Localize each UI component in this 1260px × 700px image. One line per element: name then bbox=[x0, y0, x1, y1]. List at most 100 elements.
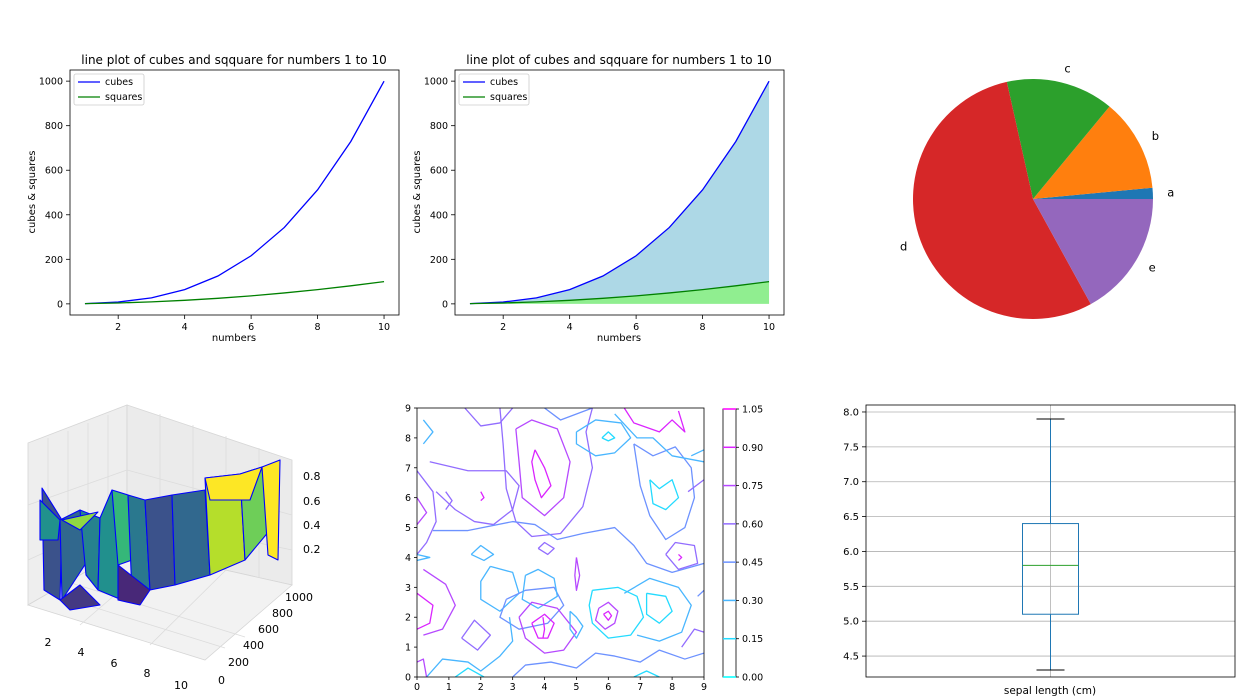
contour-line-10 bbox=[649, 479, 680, 511]
line-chart-1: line plot of cubes and sqquare for numbe… bbox=[27, 53, 400, 344]
c1-ytick-label-1: 200 bbox=[45, 255, 63, 266]
contour-ytick-label-6: 6 bbox=[405, 493, 411, 504]
chart1-plot-frame bbox=[69, 69, 400, 316]
contour-line-44 bbox=[461, 619, 491, 651]
pie-label-b: b bbox=[1152, 129, 1159, 143]
chart2-plot-frame bbox=[454, 69, 785, 316]
contour-line-9 bbox=[633, 443, 696, 541]
colorbar-label-3: 0.45 bbox=[742, 558, 763, 569]
colorbar-label-6: 0.90 bbox=[742, 443, 763, 454]
contour-line-13 bbox=[417, 497, 428, 525]
area-chart-2: line plot of cubes and sqquare for numbe… bbox=[412, 53, 785, 344]
contour-line-31 bbox=[542, 617, 546, 639]
c1-line-squares bbox=[84, 280, 385, 305]
contour-ytick-label-4: 4 bbox=[405, 553, 411, 564]
surface-ztick-3: 0.8 bbox=[303, 470, 321, 483]
c1-ytick-label-2: 400 bbox=[45, 210, 63, 221]
pie-slice-c bbox=[1006, 79, 1110, 199]
surface-polygons bbox=[39, 459, 281, 611]
pie-chart: a b c d e bbox=[900, 61, 1174, 320]
c2-line-cubes bbox=[469, 80, 770, 305]
contour-xtick-label-7: 7 bbox=[637, 682, 643, 693]
contour-ytick-label-2: 2 bbox=[405, 613, 411, 624]
c1-xtick-label-2: 6 bbox=[248, 322, 254, 333]
contour-xtick-label-0: 0 bbox=[414, 682, 420, 693]
colorbar-label-0: 0.00 bbox=[742, 673, 763, 684]
box-ytick-label-2: 5.5 bbox=[843, 582, 859, 593]
surface-ytick-800: 800 bbox=[272, 607, 293, 620]
contour-line-40 bbox=[512, 649, 704, 677]
surface-xtick-6: 6 bbox=[111, 657, 118, 670]
colorbar-label-1: 0.15 bbox=[742, 634, 763, 645]
contour-xtick-label-2: 2 bbox=[478, 682, 484, 693]
surface-xtick-4: 4 bbox=[78, 646, 85, 659]
contour-plot-frame bbox=[416, 407, 705, 678]
contour-line-12 bbox=[417, 470, 437, 555]
contour-line-17 bbox=[432, 520, 704, 574]
surface-ztick-0: 0.2 bbox=[303, 543, 321, 556]
c2-fill-cubes bbox=[469, 81, 770, 304]
surface-facet-12 bbox=[117, 564, 151, 606]
c2-xtick-label-3: 8 bbox=[700, 322, 706, 333]
contour-line-18 bbox=[417, 553, 431, 562]
chart1-ylabel: cubes & squares bbox=[27, 151, 38, 234]
surface-facet-7 bbox=[171, 489, 211, 586]
colorbar-label-2: 0.30 bbox=[742, 596, 763, 607]
chart2-legend: cubes squares bbox=[458, 73, 530, 106]
contour-line-43 bbox=[697, 589, 704, 597]
pie-slice-a bbox=[1033, 187, 1153, 199]
contour-ytick-label-8: 8 bbox=[405, 433, 411, 444]
contour-line-35 bbox=[603, 610, 613, 621]
pie-label-e: e bbox=[1149, 260, 1156, 274]
surface-facet-15 bbox=[61, 511, 99, 531]
contour-line-39 bbox=[454, 667, 485, 677]
contour-chart: 0 1 2 3 4 5 6 7 8 9 0 1 2 3 4 5 6 7 8 9 0.00 0.15 0.30 0.45 0.6… bbox=[405, 404, 763, 694]
contour-line-41 bbox=[633, 670, 660, 677]
surface-ytick-400: 400 bbox=[243, 639, 264, 652]
contour-line-2 bbox=[464, 408, 514, 427]
surface-xtick-10: 10 bbox=[174, 679, 188, 692]
contour-line-33 bbox=[588, 586, 645, 639]
contour-line-14 bbox=[445, 491, 453, 510]
surface-facet-13 bbox=[59, 584, 101, 611]
contour-line-20 bbox=[537, 541, 555, 556]
c1-xtick-label-3: 8 bbox=[315, 322, 321, 333]
surface-3d-chart: 2 4 6 8 10 0 200 400 600 800 1000 0.2 0.… bbox=[27, 404, 321, 692]
surface-facet-11 bbox=[204, 466, 263, 501]
surface-ytick-200: 200 bbox=[228, 656, 249, 669]
contour-line-4 bbox=[515, 419, 571, 517]
contour-line-24 bbox=[423, 568, 456, 636]
c1-line-cubes bbox=[84, 80, 385, 305]
c2-ytick-label-2: 400 bbox=[430, 210, 448, 221]
box-iqr bbox=[1022, 523, 1079, 615]
surface-ytick-600: 600 bbox=[258, 623, 279, 636]
c1-xtick-label-4: 10 bbox=[378, 322, 390, 333]
contour-line-27 bbox=[499, 586, 565, 630]
c1-ytick-label-4: 800 bbox=[45, 121, 63, 132]
chart2-legend-squares: squares bbox=[490, 92, 527, 103]
contour-line-1 bbox=[422, 419, 434, 445]
c2-fill-squares bbox=[469, 281, 770, 304]
c2-ytick-label-5: 1000 bbox=[424, 77, 448, 88]
c1-xtick-label-0: 2 bbox=[115, 322, 121, 333]
contour-xtick-label-3: 3 bbox=[510, 682, 516, 693]
contour-ytick-label-3: 3 bbox=[405, 583, 411, 594]
surface-ytick-1000: 1000 bbox=[285, 591, 313, 604]
contour-line-25 bbox=[417, 592, 434, 630]
surface-ticks: 2 4 6 8 10 0 200 400 600 800 1000 0.2 0.… bbox=[45, 470, 321, 692]
box-ytick-label-7: 8.0 bbox=[843, 407, 859, 418]
contour-line-6 bbox=[575, 419, 632, 457]
colorbar-label-4: 0.60 bbox=[742, 519, 763, 530]
contour-line-34 bbox=[594, 601, 619, 630]
contour-ytick-label-0: 0 bbox=[405, 673, 411, 684]
contour-line-5 bbox=[499, 408, 594, 538]
contour-line-8 bbox=[623, 408, 686, 433]
contour-line-19 bbox=[470, 544, 495, 562]
box-ytick-label-6: 7.5 bbox=[843, 442, 859, 453]
contour-line-15 bbox=[480, 491, 485, 502]
chart1-legend: cubes squares bbox=[73, 73, 145, 106]
surface-ztick-2: 0.6 bbox=[303, 495, 321, 508]
c2-ytick-label-3: 600 bbox=[430, 166, 448, 177]
c1-ytick-label-5: 1000 bbox=[39, 77, 63, 88]
contour-line-42 bbox=[681, 628, 704, 648]
